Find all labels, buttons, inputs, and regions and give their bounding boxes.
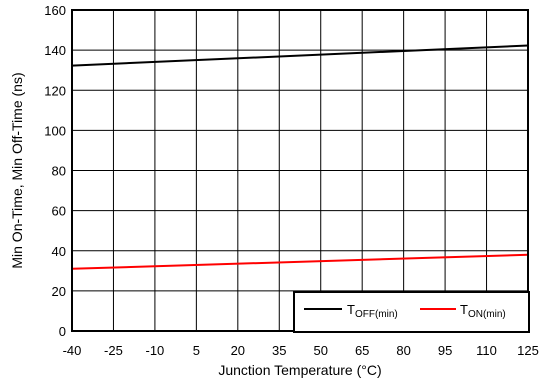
y-tick-label: 120 <box>44 83 66 98</box>
x-tick-label: 35 <box>272 343 286 358</box>
y-tick-label: 160 <box>44 3 66 18</box>
y-tick-label: 80 <box>52 164 66 179</box>
y-tick-labels: 0 20 40 60 80 100 120 140 160 <box>44 3 66 339</box>
x-axis-label: Junction Temperature (°C) <box>218 362 381 378</box>
x-tick-label: 20 <box>231 343 245 358</box>
legend-label-toff-main: T <box>347 302 355 317</box>
x-tick-label: 65 <box>355 343 369 358</box>
y-axis-label: Min On-Time, Min Off-Time (ns) <box>9 72 25 268</box>
x-tick-label: 80 <box>396 343 410 358</box>
y-tick-label: 20 <box>52 284 66 299</box>
legend: TOFF(min) TON(min) <box>293 291 530 333</box>
x-tick-label: -10 <box>146 343 165 358</box>
series-lines <box>71 44 529 270</box>
x-tick-label: -40 <box>63 343 82 358</box>
grid-lines <box>71 9 529 332</box>
legend-label-toff: TOFF(min) <box>347 302 398 320</box>
legend-box <box>293 291 530 333</box>
legend-label-toff-sub: OFF(min) <box>355 309 398 320</box>
y-tick-label: 100 <box>44 123 66 138</box>
legend-label-ton-main: T <box>460 302 468 317</box>
x-tick-label: 5 <box>193 343 200 358</box>
y-tick-label: 140 <box>44 43 66 58</box>
y-tick-label: 40 <box>52 244 66 259</box>
x-tick-label: 95 <box>438 343 452 358</box>
y-tick-label: 0 <box>59 324 66 339</box>
x-tick-label: 110 <box>476 343 497 358</box>
x-tick-label: -25 <box>104 343 123 358</box>
x-tick-label: 125 <box>517 343 539 358</box>
x-tick-label: 50 <box>313 343 327 358</box>
series-line-1 <box>71 253 529 270</box>
y-tick-label: 60 <box>52 204 66 219</box>
series-line-0 <box>71 44 529 67</box>
legend-label-ton: TON(min) <box>460 302 506 320</box>
legend-label-ton-sub: ON(min) <box>468 309 506 320</box>
x-tick-labels: -40 -25 -10 5 20 35 50 65 80 95 110 125 <box>63 343 539 358</box>
